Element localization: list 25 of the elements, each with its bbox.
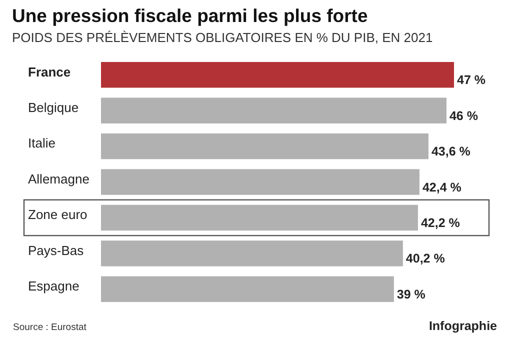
- data-label: 40,2 %: [406, 252, 445, 266]
- source-note: Source : Eurostat: [13, 322, 87, 333]
- text: Infographie: [428, 319, 498, 333]
- data-label: 39 %: [396, 287, 426, 302]
- bar: [101, 98, 446, 124]
- bar: [101, 133, 428, 160]
- data-label: 47 %: [457, 73, 486, 88]
- bar: [101, 62, 454, 88]
- y-tick-label: Espagne: [28, 278, 80, 294]
- chart-subtitle: POIDS DES PRÉLÈVEMENTS OBLIGATOIRES EN % DU PIB, EN 2021: [12, 30, 433, 45]
- bar: [101, 169, 420, 195]
- y-tick-label: Zone euro: [28, 207, 88, 222]
- bar: [101, 276, 394, 302]
- y-tick-label: Belgique: [28, 100, 79, 116]
- data-label: 42,4 %: [422, 180, 462, 194]
- y-tick-label: France: [28, 64, 71, 80]
- y-tick-label: Italie: [28, 136, 56, 151]
- bar: [101, 240, 403, 266]
- bar: [101, 204, 418, 231]
- y-tick-label: Allemagne: [28, 171, 90, 186]
- data-label: 43,6 %: [431, 144, 470, 159]
- data-label: 42,2 %: [420, 216, 460, 230]
- data-label: 46 %: [449, 108, 478, 123]
- y-tick-label: Pays-Bas: [28, 242, 84, 258]
- chart-title: Une pression fiscale parmi les plus forte: [12, 5, 368, 26]
